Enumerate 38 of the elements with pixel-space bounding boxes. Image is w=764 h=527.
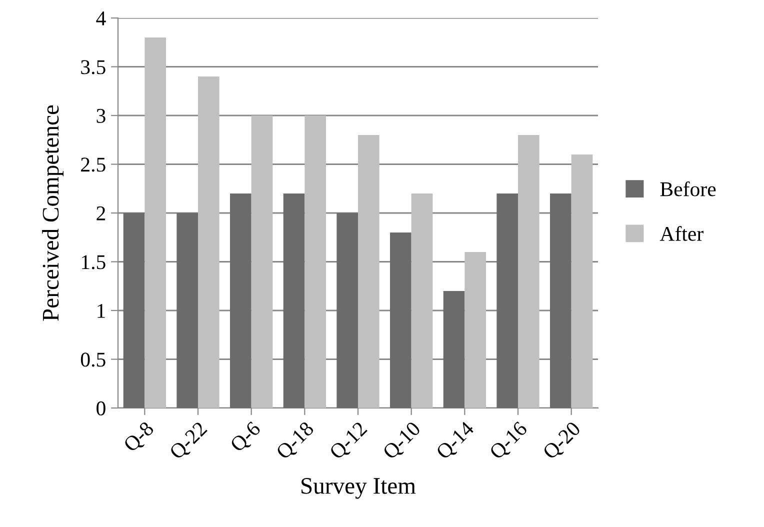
y-tick-label: 1.5: [82, 255, 106, 270]
y-tick-label: 3.5: [81, 60, 106, 74]
legend-label: Before: [660, 181, 716, 196]
x-tick-label: Q-18: [275, 420, 317, 462]
bar: [443, 291, 465, 408]
bar: [496, 194, 518, 408]
bar: [411, 194, 433, 408]
bar: [251, 116, 273, 408]
bar: [283, 194, 305, 408]
x-tick-label: Q-10: [382, 420, 424, 462]
bar: [464, 252, 486, 408]
y-tick-label: 1: [98, 304, 105, 318]
bar: [198, 76, 220, 408]
x-tick-label: Q-8: [122, 420, 157, 455]
bar: [518, 135, 540, 408]
x-tick-label: Q-20: [542, 420, 584, 462]
bar: [550, 194, 572, 408]
y-tick-label: 3: [96, 108, 106, 123]
bar: [123, 213, 145, 408]
y-tick-label: 0.5: [80, 352, 106, 367]
x-tick-label: Q-22: [168, 421, 210, 462]
bar: [571, 154, 593, 408]
y-tick-label: 2.5: [81, 158, 106, 172]
x-axis-title: Survey Item: [302, 478, 416, 499]
legend-label: After: [660, 226, 704, 241]
y-tick-label: 0: [96, 401, 106, 416]
bar: [230, 194, 252, 408]
x-tick-label: Q-6: [229, 420, 264, 455]
bar: [176, 213, 198, 408]
bar: [144, 38, 166, 408]
y-tick-label: 2: [96, 206, 106, 220]
bar: [390, 232, 412, 408]
y-axis-title: Perceived Competence: [42, 105, 64, 321]
bar: [358, 135, 380, 408]
x-tick-label: Q-12: [328, 421, 370, 462]
y-tick-label: 4: [96, 12, 106, 26]
bar: [304, 116, 326, 408]
bar: [336, 213, 358, 408]
